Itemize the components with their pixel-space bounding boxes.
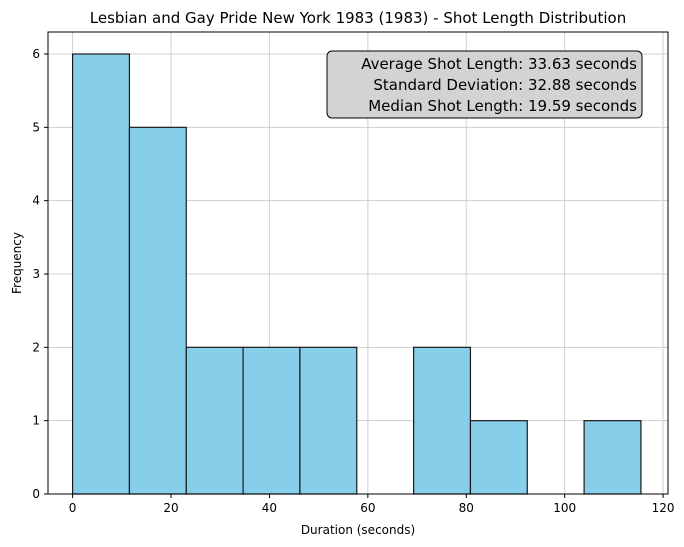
- x-tick-label: 100: [553, 501, 576, 515]
- y-axis-ticks: 0 1 2 3 4 5 6: [32, 47, 48, 501]
- x-tick-label: 0: [69, 501, 77, 515]
- histogram-bar: [242, 346, 301, 495]
- plot-frame: [47, 31, 669, 495]
- x-axis-ticks: 0 20 40 60 80 100 120: [69, 494, 675, 515]
- histogram-bar: [72, 53, 131, 495]
- histogram-bar: [469, 420, 528, 495]
- chart-title: Lesbian and Gay Pride New York 1983 (198…: [90, 9, 626, 27]
- bars: [72, 53, 642, 495]
- y-tick-label: 5: [32, 120, 40, 134]
- stats-box-background: [326, 50, 643, 119]
- histogram-bar: [128, 126, 187, 495]
- stats-line-average: Average Shot Length: 33.63 seconds: [361, 55, 637, 73]
- histogram-bar: [299, 346, 358, 495]
- y-tick-label: 1: [32, 414, 40, 428]
- y-tick-label: 0: [32, 487, 40, 501]
- y-tick-label: 4: [32, 194, 40, 208]
- stats-box: Average Shot Length: 33.63 seconds Stand…: [326, 50, 643, 119]
- stats-line-median: Median Shot Length: 19.59 seconds: [368, 97, 637, 115]
- x-axis-label: Duration (seconds): [301, 523, 415, 537]
- histogram-bar: [413, 346, 472, 495]
- y-tick-label: 6: [32, 47, 40, 61]
- y-axis-label: Frequency: [10, 232, 24, 294]
- y-tick-label: 3: [32, 267, 40, 281]
- x-tick-label: 80: [459, 501, 474, 515]
- x-tick-label: 40: [262, 501, 277, 515]
- stats-line-std-dev: Standard Deviation: 32.88 seconds: [373, 76, 637, 94]
- histogram-bar: [583, 420, 642, 495]
- x-tick-label: 120: [652, 501, 675, 515]
- histogram-bar: [185, 346, 244, 495]
- x-tick-label: 60: [360, 501, 375, 515]
- x-tick-label: 20: [163, 501, 178, 515]
- y-tick-label: 2: [32, 340, 40, 354]
